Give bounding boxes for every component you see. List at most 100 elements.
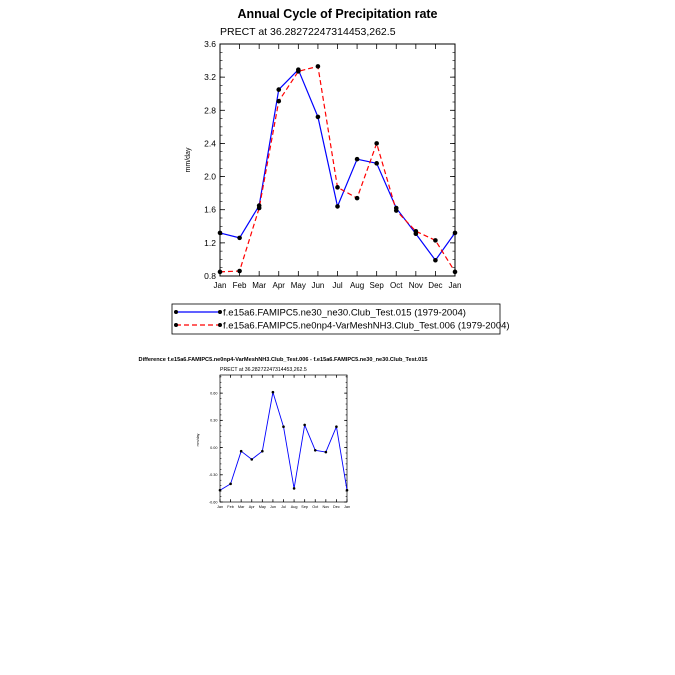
difference-chart-title: Difference f.e15a6.FAMIPC5.ne0np4-VarMes… [139,357,428,363]
difference-chart-data-point-s1 [239,449,243,453]
difference-chart-subtitle: PRECT at 36.28272247314453,262.5 [220,367,307,373]
difference-chart-y-tick-labels: -0.60 -0.30 0.00 0.30 0.60 [209,391,218,504]
difference-chart-ylabel: mm/day [196,433,200,446]
difference-chart: Difference f.e15a6.FAMIPC5.ne0np4-VarMes… [139,357,428,509]
legend-entry-1: f.e15a6.FAMIPC5.ne30_ne30.Club_Test.015 … [174,308,466,319]
main-chart-x-tick-label: Jun [311,281,324,290]
main-chart-x-tick-label: Dec [428,281,442,290]
difference-chart-data-point-s1 [292,487,296,490]
difference-chart-y-tick-label: -0.30 [209,473,218,477]
difference-chart-x-tick-label: Jan [217,505,223,509]
difference-chart-series-points [218,390,349,492]
main-chart-data-point-s1 [217,230,223,236]
difference-chart-y-tick-label: -0.60 [209,500,218,504]
difference-chart-ticks [219,375,348,503]
main-chart-data-point-s2 [296,69,301,74]
main-chart-x-tick-label: Jan [449,281,462,290]
main-chart-plot-frame [219,43,456,277]
main-chart-ylabel: mm/day [185,147,192,172]
main-chart-y-tick-label: 1.2 [204,238,216,248]
difference-chart-x-tick-label: Sep [301,505,308,509]
main-chart-data-point-s1 [433,257,438,263]
difference-chart-x-tick-label: May [259,505,266,509]
difference-chart-y-tick-label: 0.60 [210,391,217,395]
main-chart-data-point-s2 [276,98,282,104]
legend-swatch-marker-2 [174,323,178,327]
difference-chart-data-point-s1 [271,390,275,394]
main-chart-data-point-s1 [276,87,282,92]
difference-chart-x-tick-label: Apr [249,505,256,509]
main-chart-subtitle: PRECT at 36.28272247314453,262.5 [220,26,396,38]
main-chart-y-tick-label: 2.8 [204,105,216,115]
difference-chart-x-tick-label: Jul [281,505,286,509]
main-chart-y-tick-label: 2.0 [204,172,216,182]
main-chart-data-point-s2 [256,205,262,211]
main-chart-x-tick-labels: Jan Feb Mar Apr May Jun Jul Aug Sep Oct Nov Dec Jan [214,281,462,290]
difference-chart-x-tick-label: Dec [333,505,340,509]
main-chart-x-tick-label: Sep [370,281,385,290]
legend-swatch-marker-2b [218,323,222,327]
legend-label-2: f.e15a6.FAMIPC5.ne0np4-VarMeshNH3.Club_T… [223,321,510,332]
legend-box [171,303,501,335]
difference-chart-data-point-s1 [335,425,338,429]
legend-swatch-marker-1 [174,310,178,314]
difference-chart-x-tick-label: Feb [227,505,234,509]
main-chart-series-line-1 [219,69,456,261]
difference-chart-data-point-s1 [313,448,317,452]
main-chart: Annual Cycle of Precipitation rate PRECT… [185,7,461,290]
main-chart-ticks [219,43,456,277]
difference-chart-data-point-s1 [303,423,306,427]
main-chart-data-point-s1 [335,204,340,209]
main-chart-data-point-s1 [374,161,379,166]
main-chart-y-tick-label: 1.6 [204,205,216,215]
difference-chart-data-point-s1 [324,450,328,454]
main-chart-x-tick-label: Apr [273,281,286,290]
main-chart-series-line-2 [219,65,456,273]
difference-chart-x-tick-label: Jan [344,505,350,509]
main-chart-data-point-s1 [354,156,360,162]
main-chart-data-point-s1 [237,235,242,241]
difference-chart-x-tick-label: Oct [312,505,319,509]
main-chart-data-point-s2 [374,141,379,146]
main-chart-x-tick-label: Oct [390,281,403,290]
difference-chart-x-tick-label: Nov [322,505,329,509]
difference-chart-y-tick-label: 0.00 [210,446,217,450]
difference-chart-data-point-s1 [250,458,254,461]
difference-chart-data-point-s1 [345,488,349,492]
main-chart-y-tick-label: 3.6 [204,39,216,49]
difference-chart-plot-frame [219,374,348,503]
difference-chart-x-tick-label: Aug [291,505,298,509]
legend-entry-2: f.e15a6.FAMIPC5.ne0np4-VarMeshNH3.Club_T… [174,321,510,332]
difference-chart-y-tick-label: 0.30 [210,419,217,423]
main-chart-y-tick-label: 0.8 [204,271,216,281]
main-chart-data-point-s1 [452,230,458,236]
main-chart-data-point-s2 [217,269,223,275]
legend-label-1: f.e15a6.FAMIPC5.ne30_ne30.Club_Test.015 … [223,308,466,319]
difference-chart-data-point-s1 [282,425,285,429]
main-chart-x-tick-label: Nov [409,281,423,290]
difference-chart-series-line-1 [219,391,348,491]
main-chart-data-point-s2 [237,268,242,274]
main-chart-data-point-s2 [393,208,399,213]
main-chart-data-point-s2 [335,185,340,190]
main-chart-y-tick-label: 2.4 [204,138,216,148]
difference-chart-data-point-s1 [218,488,222,492]
difference-chart-x-tick-labels: Jan Feb Mar Apr May Jun Jul Aug Sep Oct Nov Dec Jan [217,505,350,509]
legend-swatch-marker-1b [218,310,222,314]
main-chart-x-tick-label: Jan [214,281,227,290]
main-chart-legend: f.e15a6.FAMIPC5.ne30_ne30.Club_Test.015 … [171,303,510,335]
main-chart-x-tick-label: Aug [350,281,364,290]
difference-chart-data-point-s1 [229,482,232,486]
difference-chart-series-lines [219,391,348,491]
main-chart-data-point-s2 [452,269,458,275]
main-chart-series-lines [219,65,456,273]
main-chart-x-tick-label: Jul [332,281,342,290]
main-chart-y-tick-label: 3.2 [204,72,216,82]
main-chart-data-point-s2 [413,228,419,234]
main-chart-x-tick-label: May [291,281,306,290]
main-chart-data-point-s2 [315,64,321,69]
difference-chart-x-tick-label: Mar [238,505,245,509]
main-chart-data-point-s1 [315,114,321,120]
main-chart-x-tick-label: Feb [233,281,247,290]
main-chart-series-points [217,64,458,275]
